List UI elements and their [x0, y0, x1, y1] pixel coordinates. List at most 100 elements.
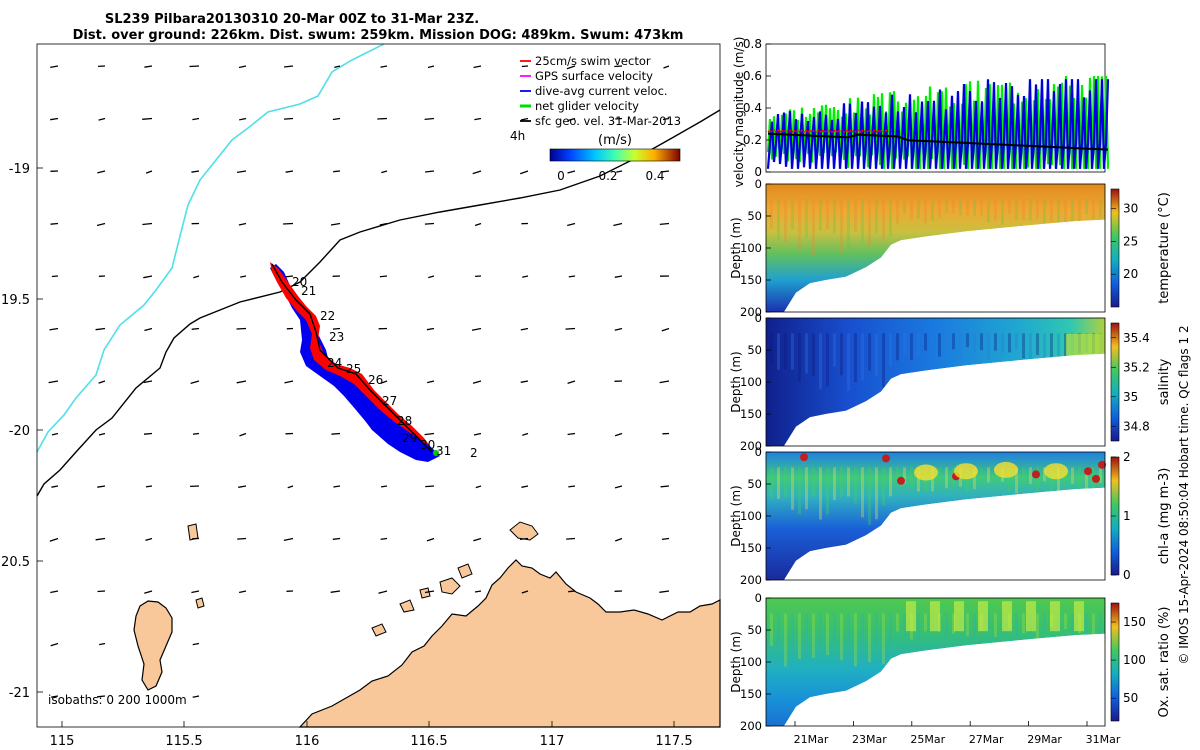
- velocity-arrow: [237, 537, 247, 540]
- velocity-ytick-label: 0.6: [743, 69, 762, 83]
- profile-stripe: [791, 467, 794, 510]
- section-field: [766, 184, 1105, 312]
- profile-stripe: [861, 613, 864, 667]
- velocity-arrow: [333, 485, 341, 488]
- profile-stripe: [812, 467, 815, 497]
- section-ytick-label: 200: [740, 573, 762, 587]
- velocity-arrow: [97, 695, 106, 698]
- velocity-arrow: [425, 170, 435, 173]
- velocity-arrow: [566, 65, 576, 70]
- profile-stripe: [938, 333, 941, 357]
- profile-stripe: [903, 333, 906, 356]
- chl-hotspot: [1084, 467, 1092, 476]
- profile-stripe: [784, 467, 787, 498]
- velocity-arrow: [378, 590, 388, 594]
- profile-stripe: [826, 199, 829, 230]
- colorbar-tick-0: 0: [557, 169, 565, 183]
- profile-stripe: [889, 199, 892, 237]
- velocity-arrow: [613, 222, 623, 227]
- colorbar-tick-label: 0: [1123, 568, 1131, 582]
- oxygen-patch: [930, 601, 940, 632]
- profile-stripe: [987, 467, 990, 483]
- profile-stripe: [833, 613, 836, 646]
- velocity-arrow: [238, 590, 247, 594]
- map-ytick-label: 20.5: [1, 555, 30, 570]
- imos-side-label: © IMOS 15-Apr-2024 08:50:04 Hobart time.…: [1177, 325, 1191, 664]
- section-ytick-label: 200: [740, 305, 762, 319]
- profile-stripe: [882, 467, 885, 506]
- time-tick-label: 21Mar: [794, 733, 829, 746]
- track-end-marker: [433, 450, 439, 456]
- profile-stripe: [1078, 467, 1081, 494]
- profile-stripe: [987, 333, 990, 360]
- velocity-arrow: [283, 117, 294, 120]
- map-ytick-label: -19: [9, 162, 30, 177]
- colorbar-label: salinity: [1157, 358, 1172, 405]
- profile-stripe: [1043, 333, 1046, 359]
- velocity-arrow: [566, 537, 576, 540]
- profile-stripe: [889, 467, 892, 497]
- velocity-arrow: [143, 380, 153, 384]
- time-axis: 21Mar 23Mar 25Mar 27Mar 29Mar 31Mar: [794, 721, 1121, 746]
- profile-stripe: [1029, 333, 1032, 359]
- velocity-arrow: [144, 65, 153, 68]
- velocity-arrow: [424, 222, 435, 225]
- velocity-arrow: [51, 485, 59, 488]
- velocity-arrow: [568, 590, 576, 593]
- velocity-arrow: [192, 642, 200, 646]
- profile-stripe: [910, 199, 913, 220]
- velocity-arrow: [192, 117, 200, 121]
- profile-stripe: [896, 333, 899, 361]
- profile-stripe: [973, 199, 976, 216]
- profile-stripe: [966, 613, 969, 636]
- chl-patch: [914, 464, 938, 481]
- profile-stripe: [903, 199, 906, 214]
- chl-hotspot: [1092, 474, 1100, 483]
- profile-stripe: [875, 333, 878, 377]
- velocity-arrow: [614, 537, 623, 542]
- velocity-arrow: [616, 170, 623, 173]
- surface-velocity-field: [48, 65, 670, 698]
- colorbar-tick-label: 2: [1123, 450, 1131, 464]
- velocity-arrow: [567, 170, 576, 174]
- profile-stripe: [1092, 613, 1095, 636]
- day-label: 23: [329, 330, 344, 344]
- velocity-arrow: [522, 432, 529, 436]
- legend-label: 25cm/s swim vector: [535, 54, 651, 68]
- velocity-arrow: [99, 642, 106, 646]
- profile-stripe: [861, 467, 864, 518]
- profile-stripe: [819, 467, 822, 520]
- velocity-arrow: [49, 537, 59, 542]
- velocity-arrow: [614, 485, 623, 489]
- velocity-arrow: [285, 170, 294, 173]
- velocity-arrow: [283, 222, 294, 225]
- section-ytick-label: 100: [740, 655, 762, 669]
- profile-stripe: [973, 333, 976, 353]
- velocity-arrow: [659, 222, 670, 226]
- profile-stripe: [1015, 467, 1018, 494]
- velocity-arrow: [475, 485, 482, 489]
- profile-stripe: [1085, 199, 1088, 215]
- track-red-swim-vectors: [270, 262, 430, 446]
- profile-stripe: [931, 333, 934, 350]
- map-title-line2: Dist. over ground: 226km. Dist. swum: 25…: [73, 28, 684, 43]
- velocity-arrow: [189, 65, 200, 68]
- velocity-arrow: [191, 590, 200, 594]
- profile-stripe: [889, 333, 892, 367]
- velocity-arrow: [50, 642, 59, 647]
- velocity-ytick-label: 0.8: [743, 37, 762, 51]
- section-ytick-label: 150: [740, 687, 762, 701]
- velocity-arrow: [471, 327, 482, 331]
- velocity-arrow: [663, 65, 670, 69]
- profile-stripe: [966, 199, 969, 216]
- profile-stripe: [805, 199, 808, 238]
- colorbar-tick-label: 1: [1123, 509, 1131, 523]
- profile-stripe: [1015, 199, 1018, 220]
- profile-stripe: [833, 199, 836, 234]
- day-label: 24: [327, 356, 342, 370]
- profile-stripe: [910, 333, 913, 360]
- profile-stripe: [987, 199, 990, 223]
- profile-stripe: [1064, 333, 1067, 360]
